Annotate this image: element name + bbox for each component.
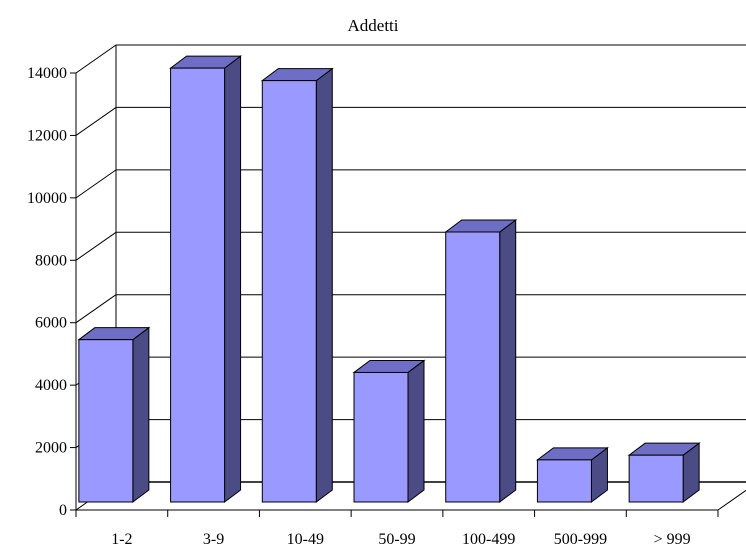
y-tick-label: 0: [59, 502, 67, 519]
y-axis-tick-labels: 0 2000 4000 6000 8000 10000 12000 14000: [27, 65, 67, 519]
bar: [628, 454, 684, 503]
gridline-diagonal: [75, 107, 117, 136]
y-tick-label: 2000: [35, 440, 67, 457]
chart-title: Addetti: [348, 16, 399, 35]
bar-side: [499, 218, 517, 503]
x-tick-label: 100-499: [462, 531, 515, 548]
bar: [445, 231, 501, 503]
bars: [77, 55, 701, 503]
bar: [536, 459, 592, 503]
bar-side: [132, 326, 150, 503]
y-tick-label: 6000: [35, 315, 67, 332]
bar: [353, 371, 409, 503]
y-tick-label: 4000: [35, 377, 67, 394]
y-tick-label: 8000: [35, 252, 67, 269]
y-tick-label: 12000: [27, 127, 67, 144]
bar-side: [315, 67, 333, 503]
gridline-diagonal: [75, 231, 117, 261]
y-tick-label: 14000: [27, 65, 67, 82]
bar-side: [407, 359, 425, 503]
x-tick-label: 50-99: [378, 531, 415, 548]
x-tick-label: 3-9: [203, 531, 224, 548]
gridline-diagonal: [75, 169, 117, 199]
x-axis-tick-labels: 1-2 3-9 10-49 50-99 100-499 500-999 > 999: [111, 531, 690, 548]
gridline-diagonal: [75, 44, 117, 74]
bar: [261, 80, 317, 503]
x-tick-label: > 999: [654, 531, 691, 548]
y-tick-label: 10000: [27, 190, 67, 207]
x-tick-label: 10-49: [287, 531, 324, 548]
x-tick-label: 500-999: [554, 531, 607, 548]
bar: [78, 339, 134, 503]
x-tick-label: 1-2: [111, 531, 132, 548]
bar-side: [224, 55, 242, 503]
floor-right-edge: [717, 489, 746, 511]
bar: [170, 67, 226, 503]
gridline-diagonal: [75, 294, 117, 324]
